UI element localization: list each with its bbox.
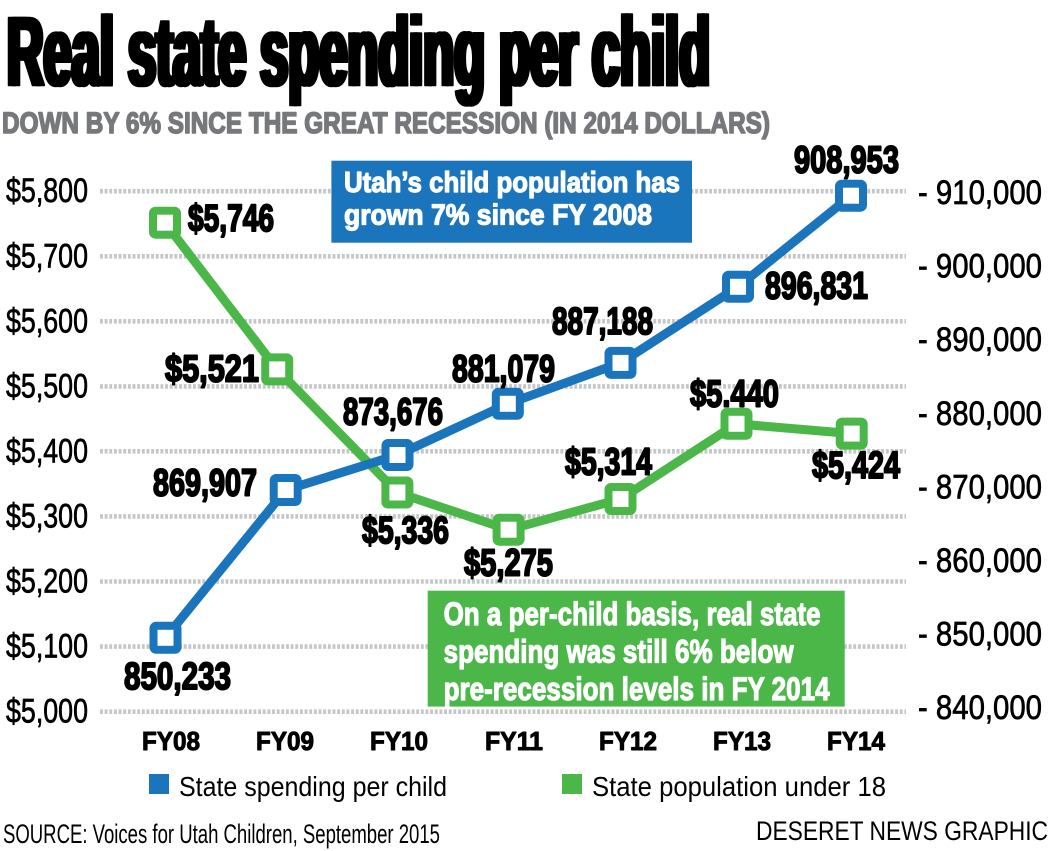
svg-text:State population under 18: State population under 18 bbox=[592, 771, 886, 802]
svg-text:$5,314: $5,314 bbox=[565, 441, 652, 483]
svg-text:FY13: FY13 bbox=[713, 726, 771, 756]
svg-text:grown 7% since FY 2008: grown 7% since FY 2008 bbox=[344, 199, 652, 231]
svg-text:881,079: 881,079 bbox=[452, 348, 555, 390]
svg-text:- 910,000: - 910,000 bbox=[918, 174, 1042, 212]
svg-text:887,188: 887,188 bbox=[552, 301, 653, 343]
svg-text:$5,000: $5,000 bbox=[6, 693, 88, 731]
svg-text:Utah’s child population has: Utah’s child population has bbox=[344, 167, 680, 199]
svg-text:- 870,000: - 870,000 bbox=[918, 468, 1042, 506]
svg-text:FY09: FY09 bbox=[256, 726, 314, 756]
svg-text:$5,424: $5,424 bbox=[812, 445, 900, 487]
svg-text:pre-recession levels in FY 201: pre-recession levels in FY 2014 bbox=[444, 671, 830, 707]
svg-text:- 850,000: - 850,000 bbox=[918, 615, 1042, 653]
svg-text:FY08: FY08 bbox=[142, 726, 200, 756]
svg-text:$5,500: $5,500 bbox=[6, 367, 88, 405]
svg-text:- 900,000: - 900,000 bbox=[918, 248, 1042, 286]
svg-text:FY10: FY10 bbox=[370, 726, 428, 756]
svg-text:Real state spending per child: Real state spending per child bbox=[9, 0, 712, 106]
svg-text:896,831: 896,831 bbox=[765, 266, 868, 308]
svg-text:$5,400: $5,400 bbox=[6, 432, 88, 470]
svg-text:State spending per child: State spending per child bbox=[179, 771, 447, 802]
svg-text:850,233: 850,233 bbox=[124, 656, 231, 698]
svg-text:873,676: 873,676 bbox=[343, 392, 443, 434]
svg-text:FY14: FY14 bbox=[827, 726, 885, 756]
svg-text:DESERET NEWS GRAPHIC: DESERET NEWS GRAPHIC bbox=[756, 816, 1048, 846]
svg-text:FY12: FY12 bbox=[599, 726, 657, 756]
svg-text:- 860,000: - 860,000 bbox=[918, 542, 1042, 580]
svg-text:$5,600: $5,600 bbox=[6, 302, 88, 340]
svg-text:$5,300: $5,300 bbox=[6, 497, 88, 535]
svg-text:SOURCE: Voices for Utah Childr: SOURCE: Voices for Utah Children, Septem… bbox=[3, 819, 440, 849]
svg-text:Real state spending per child: Real state spending per child bbox=[5, 0, 708, 106]
svg-text:$5,100: $5,100 bbox=[6, 628, 88, 666]
svg-text:$5,200: $5,200 bbox=[6, 563, 88, 601]
svg-text:spending was still 6% below: spending was still 6% below bbox=[444, 633, 794, 669]
svg-text:869,907: 869,907 bbox=[153, 463, 257, 505]
svg-text:On a per-child basis, real sta: On a per-child basis, real state bbox=[444, 596, 821, 632]
svg-text:FY11: FY11 bbox=[485, 726, 543, 756]
svg-text:$5,746: $5,746 bbox=[188, 198, 274, 240]
svg-text:- 880,000: - 880,000 bbox=[918, 395, 1042, 433]
svg-text:$5.440: $5.440 bbox=[690, 374, 779, 416]
svg-text:$5,275: $5,275 bbox=[464, 542, 553, 584]
svg-text:$5,336: $5,336 bbox=[362, 510, 449, 552]
svg-text:DOWN BY 6% SINCE THE GREAT REC: DOWN BY 6% SINCE THE GREAT RECESSION (IN… bbox=[2, 107, 770, 140]
svg-text:$5,800: $5,800 bbox=[6, 172, 88, 210]
svg-text:$5,521: $5,521 bbox=[165, 349, 259, 391]
svg-text:908,953: 908,953 bbox=[794, 140, 899, 182]
svg-text:$5,700: $5,700 bbox=[6, 237, 88, 275]
svg-text:- 840,000: - 840,000 bbox=[918, 689, 1042, 727]
svg-text:- 890,000: - 890,000 bbox=[918, 321, 1042, 359]
